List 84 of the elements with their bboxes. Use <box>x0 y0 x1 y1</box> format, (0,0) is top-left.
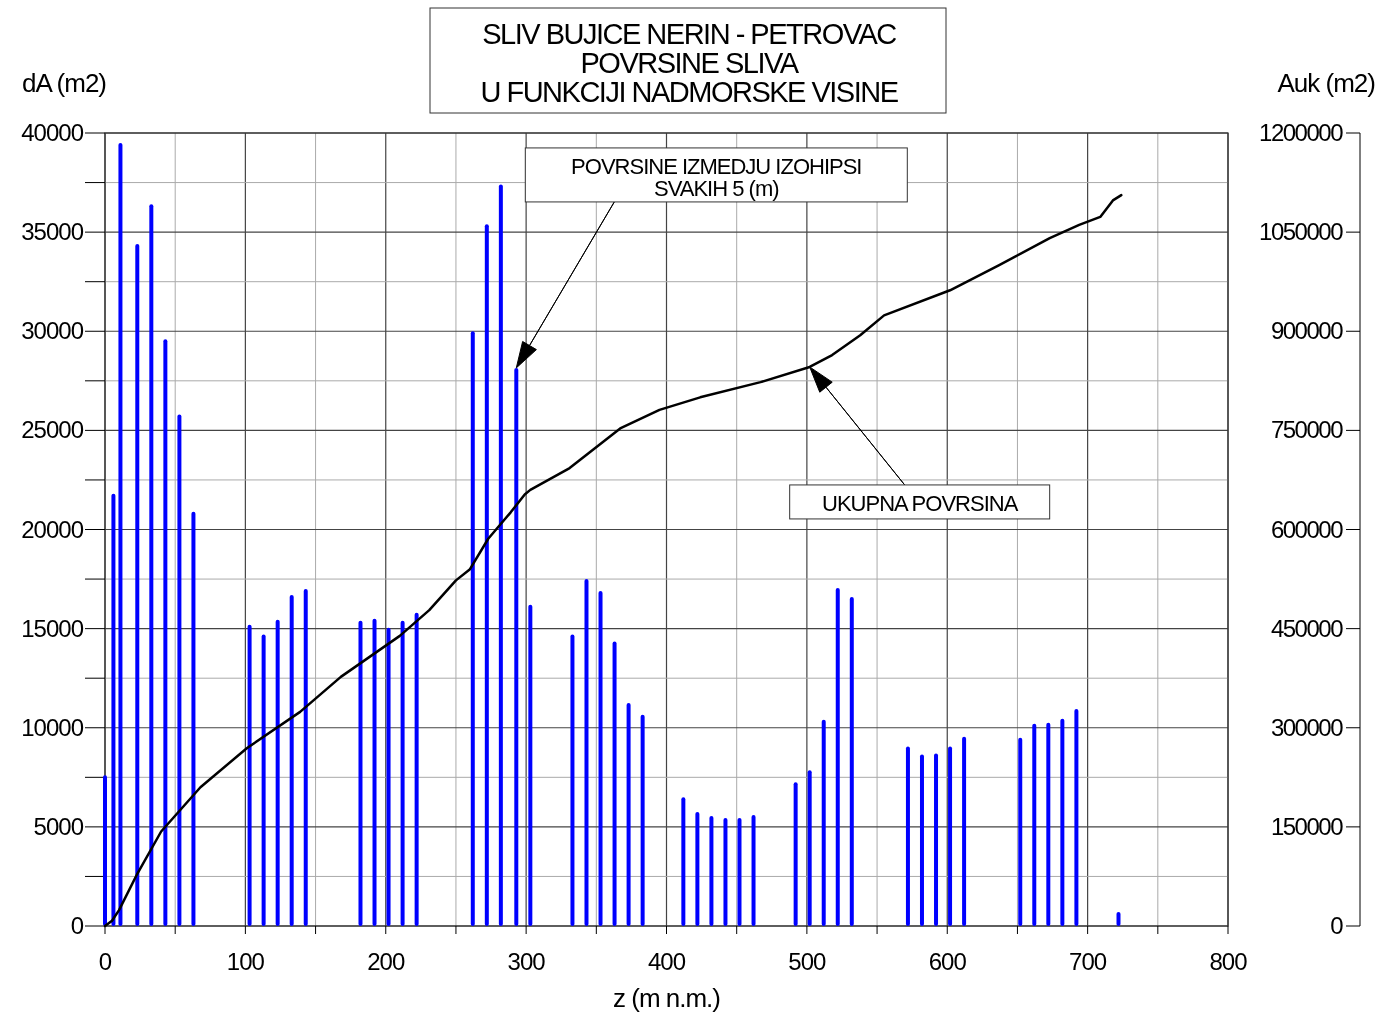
bar <box>514 367 519 926</box>
x-tick-label: 200 <box>367 948 405 975</box>
bar <box>919 754 924 926</box>
bar <box>1046 722 1051 926</box>
bar <box>584 579 589 926</box>
x-tick-label: 0 <box>98 948 112 975</box>
x-tick-label: 800 <box>1209 948 1248 975</box>
bar <box>751 814 756 926</box>
bar <box>358 620 363 926</box>
bar <box>372 618 377 926</box>
bar <box>681 797 686 926</box>
bar <box>135 244 140 926</box>
x-tick-label: 300 <box>507 948 546 975</box>
y-tick-label: 35000 <box>21 218 84 246</box>
bar <box>626 702 631 926</box>
annotation: POVRSINE IZMEDJU IZOHIPSI SVAKIH 5 (m) <box>571 153 862 201</box>
bar <box>275 619 280 926</box>
bar <box>118 142 123 926</box>
bar <box>163 339 168 926</box>
x-tick-label: 400 <box>647 948 686 975</box>
y2-axis-title: Auk (m2) <box>1277 68 1376 98</box>
bar <box>849 596 854 926</box>
y-tick-label: 15000 <box>21 614 84 642</box>
bar <box>723 817 728 926</box>
bar <box>414 612 419 926</box>
y-tick-label: 0 <box>70 912 84 939</box>
bar <box>709 815 714 926</box>
y2-tick-label: 450000 <box>1270 614 1344 642</box>
bar <box>570 634 575 926</box>
bar <box>948 746 953 926</box>
bar <box>470 331 475 926</box>
bar <box>149 204 154 926</box>
bar <box>598 590 603 926</box>
bar <box>1018 737 1023 926</box>
bar <box>247 624 252 926</box>
bar <box>103 775 107 926</box>
bar <box>303 588 308 926</box>
y-axis-title: dA (m2) <box>22 68 107 98</box>
y2-tick-label: 900000 <box>1270 317 1344 345</box>
x-axis-title: z (m n.m.) <box>613 983 721 1013</box>
x-tick-label: 700 <box>1069 948 1107 975</box>
bar <box>612 641 617 926</box>
bar <box>484 224 489 926</box>
bar <box>640 714 645 926</box>
x-tick-label: 100 <box>226 948 265 975</box>
y2-tick-label: 300000 <box>1270 713 1344 741</box>
bar <box>386 627 391 926</box>
bar <box>1032 723 1037 926</box>
y2-tick-label: 1050000 <box>1259 218 1344 246</box>
y-tick-label: 20000 <box>21 515 84 543</box>
bar <box>807 770 812 926</box>
bar <box>793 782 798 926</box>
y2-tick-label: 750000 <box>1270 416 1344 444</box>
bar <box>934 753 939 926</box>
y-tick-label: 5000 <box>33 812 84 840</box>
bar <box>261 634 266 926</box>
bar <box>177 414 182 926</box>
y-tick-label: 10000 <box>21 713 84 741</box>
bar <box>1116 912 1121 926</box>
bar <box>1060 718 1065 926</box>
x-tick-label: 500 <box>788 948 827 975</box>
bar <box>737 817 742 926</box>
y-tick-label: 40000 <box>21 119 84 146</box>
bar <box>528 604 533 926</box>
y2-tick-label: 150000 <box>1270 812 1344 840</box>
y-tick-label: 25000 <box>21 416 84 444</box>
annotation: UKUPNA POVRSINA <box>822 490 1019 516</box>
bar <box>835 587 840 926</box>
y2-tick-label: 1200000 <box>1259 119 1344 146</box>
bar <box>498 184 503 926</box>
bar <box>962 736 967 926</box>
y2-tick-label: 600000 <box>1270 515 1344 543</box>
bar <box>695 812 700 926</box>
y-tick-label: 30000 <box>21 317 84 345</box>
x-tick-label: 600 <box>928 948 967 975</box>
y2-tick-label: 0 <box>1330 912 1344 939</box>
bar <box>289 594 294 926</box>
bar <box>1074 708 1079 926</box>
bar <box>191 511 196 926</box>
bar <box>905 746 910 926</box>
bar <box>400 620 405 926</box>
chart-title: SLIV BUJICE NERIN - PETROVAC POVRSINE SLIVA U FUNKCIJI NADMORSKE VISINE <box>480 18 899 108</box>
bar <box>111 493 116 926</box>
bar <box>821 719 826 926</box>
